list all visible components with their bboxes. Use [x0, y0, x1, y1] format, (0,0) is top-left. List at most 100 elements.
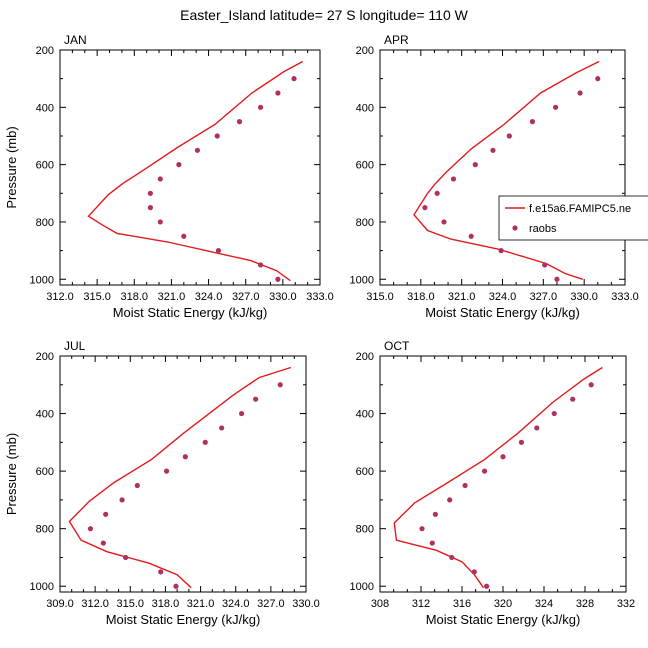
x-tick-label: 330.0 [269, 291, 297, 303]
panel-label: JAN [64, 33, 87, 47]
raobs-point [119, 497, 125, 503]
raobs-point [275, 90, 281, 96]
raobs-point [219, 425, 225, 431]
raobs-point [275, 276, 281, 282]
x-tick-label: 315.0 [117, 598, 145, 610]
panel-label: OCT [384, 339, 410, 353]
raobs-point [214, 133, 220, 139]
x-tick-label: 315.0 [366, 291, 394, 303]
y-tick-label: 800 [36, 217, 54, 229]
y-tick-label: 200 [36, 351, 54, 363]
panels: JAN 312.0 315.0 318.0 321.0 324.0 327.0 330.0 33… [4, 33, 639, 627]
model-series-line [393, 366, 603, 589]
x-tick-label: 308 [371, 598, 389, 610]
raobs-point [551, 410, 557, 417]
panel-label: JUL [64, 339, 86, 353]
x-axis-label: Moist Static Energy (kJ/kg) [106, 612, 261, 627]
raobs-point [100, 540, 106, 546]
raobs-point [432, 511, 438, 517]
raobs-point [253, 396, 259, 402]
x-tick-label: 324.0 [222, 598, 250, 610]
panel-jan: JAN 312.0 315.0 318.0 321.0 324.0 327.0 330.0 33… [4, 33, 334, 320]
raobs-point [484, 583, 490, 589]
raobs-point [236, 119, 243, 125]
y-axis-label: Pressure (mb) [4, 433, 19, 515]
raobs-point [450, 176, 457, 182]
x-tick-label: 332 [617, 598, 635, 610]
raobs-point [518, 439, 525, 445]
panel-jul: JUL 309.0 312.0 315.0 318.0 321.0 324.0 327.0 33… [4, 339, 320, 627]
raobs-point [500, 454, 506, 460]
raobs-point [182, 454, 188, 460]
y-tick-label: 400 [36, 409, 54, 421]
y-tick-label: 600 [36, 466, 54, 478]
x-tick-label: 330.0 [292, 598, 320, 610]
y-tick-label: 600 [356, 160, 374, 172]
legend: f.e15a6.FAMIPC5.ne raobs [498, 195, 648, 241]
legend-box [498, 195, 648, 241]
x-tick-label: 327.0 [530, 291, 558, 303]
x-tick-label: 321.0 [187, 598, 215, 610]
raobs-point [490, 147, 496, 153]
raobs-point [103, 511, 109, 517]
y-tick-label: 600 [36, 160, 54, 172]
plot-frame [59, 49, 321, 286]
raobs-point [158, 569, 164, 575]
raobs-point [147, 205, 153, 211]
model-series-line [87, 60, 304, 282]
panel-oct: OCT 308 312 316 320 324 328 332 200 400 600 800 1000… [350, 339, 636, 627]
y-tick-label: 400 [356, 409, 374, 421]
raobs-point [419, 526, 425, 532]
panel-label: APR [384, 33, 409, 47]
x-axis-label: Moist Static Energy (kJ/kg) [426, 612, 581, 627]
raobs-point [147, 190, 153, 196]
raobs-point [157, 176, 163, 182]
x-axis-label: Moist Static Energy (kJ/kg) [113, 305, 268, 320]
raobs-point [257, 104, 264, 110]
raobs-point [481, 468, 488, 474]
raobs-point [447, 497, 453, 503]
legend-obs-label: raobs [529, 223, 557, 235]
raobs-point [529, 119, 536, 125]
model-series-line [68, 366, 292, 589]
y-tick-label: 200 [356, 351, 374, 363]
panel-apr: APR 315.0 318.0 321.0 324.0 327.0 330.0 333.0 20… [350, 33, 639, 320]
x-tick-label: 318.0 [121, 291, 149, 303]
raobs-point [173, 583, 179, 589]
figure-title: Easter_Island latitude= 27 S longitude= … [180, 7, 468, 23]
plot-frame [379, 355, 627, 593]
x-tick-label: 312 [412, 598, 430, 610]
raobs-point [238, 410, 245, 417]
raobs-point [257, 262, 264, 268]
x-tick-label: 321.0 [448, 291, 476, 303]
raobs-point [429, 540, 435, 546]
x-tick-label: 321.0 [158, 291, 186, 303]
y-tick-label: 1000 [30, 581, 54, 593]
raobs-point [181, 233, 187, 239]
y-tick-label: 1000 [350, 274, 374, 286]
raobs-point [277, 382, 283, 388]
x-tick-label: 324 [535, 598, 553, 610]
raobs-point [449, 554, 455, 561]
x-tick-label: 320 [494, 598, 512, 610]
raobs-point [291, 76, 297, 82]
raobs-point [588, 382, 594, 388]
x-tick-label: 330.0 [570, 291, 598, 303]
raobs-point [164, 468, 170, 474]
x-tick-label: 324.0 [489, 291, 517, 303]
x-axis-label: Moist Static Energy (kJ/kg) [425, 305, 580, 320]
raobs-point [194, 147, 201, 153]
x-tick-label: 328 [576, 598, 594, 610]
raobs-point [471, 569, 477, 575]
x-tick-label: 312.0 [81, 598, 109, 610]
raobs-point [462, 482, 468, 489]
raobs-point [552, 104, 559, 110]
legend-obs-swatch [512, 225, 518, 231]
x-tick-label: 318.0 [407, 291, 435, 303]
raobs-point [87, 526, 94, 532]
x-tick-label: 316 [453, 598, 471, 610]
x-tick-label: 318.0 [152, 598, 180, 610]
x-tick-label: 333.0 [611, 291, 639, 303]
x-tick-label: 324.0 [195, 291, 223, 303]
